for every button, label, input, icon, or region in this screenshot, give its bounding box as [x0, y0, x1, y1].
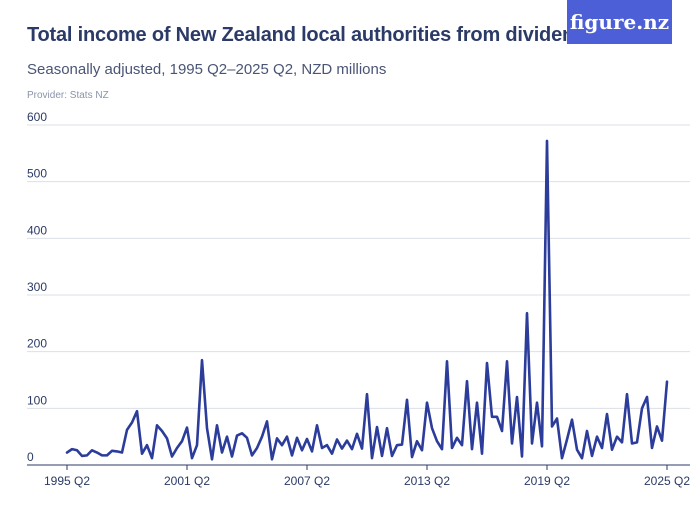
y-tick-label: 400	[27, 223, 47, 237]
chart-subtitle: Seasonally adjusted, 1995 Q2–2025 Q2, NZ…	[27, 61, 387, 78]
figure-nz-logo[interactable]: figure.nz	[567, 0, 672, 44]
x-tick-label: 2001 Q2	[164, 474, 210, 488]
y-tick-label: 0	[27, 450, 34, 464]
x-tick-label: 1995 Q2	[44, 474, 90, 488]
x-tick-label: 2007 Q2	[284, 474, 330, 488]
y-tick-label: 300	[27, 280, 47, 294]
y-tick-label: 600	[27, 110, 47, 124]
provider-label: Provider: Stats NZ	[27, 90, 109, 101]
y-tick-label: 100	[27, 393, 47, 407]
x-tick-label: 2025 Q2	[644, 474, 690, 488]
x-tick-label: 2019 Q2	[524, 474, 570, 488]
y-tick-label: 500	[27, 167, 47, 181]
series-line	[65, 139, 669, 461]
y-tick-label: 200	[27, 337, 47, 351]
x-tick-label: 2013 Q2	[404, 474, 450, 488]
chart-title: Total income of New Zealand local author…	[27, 24, 597, 46]
